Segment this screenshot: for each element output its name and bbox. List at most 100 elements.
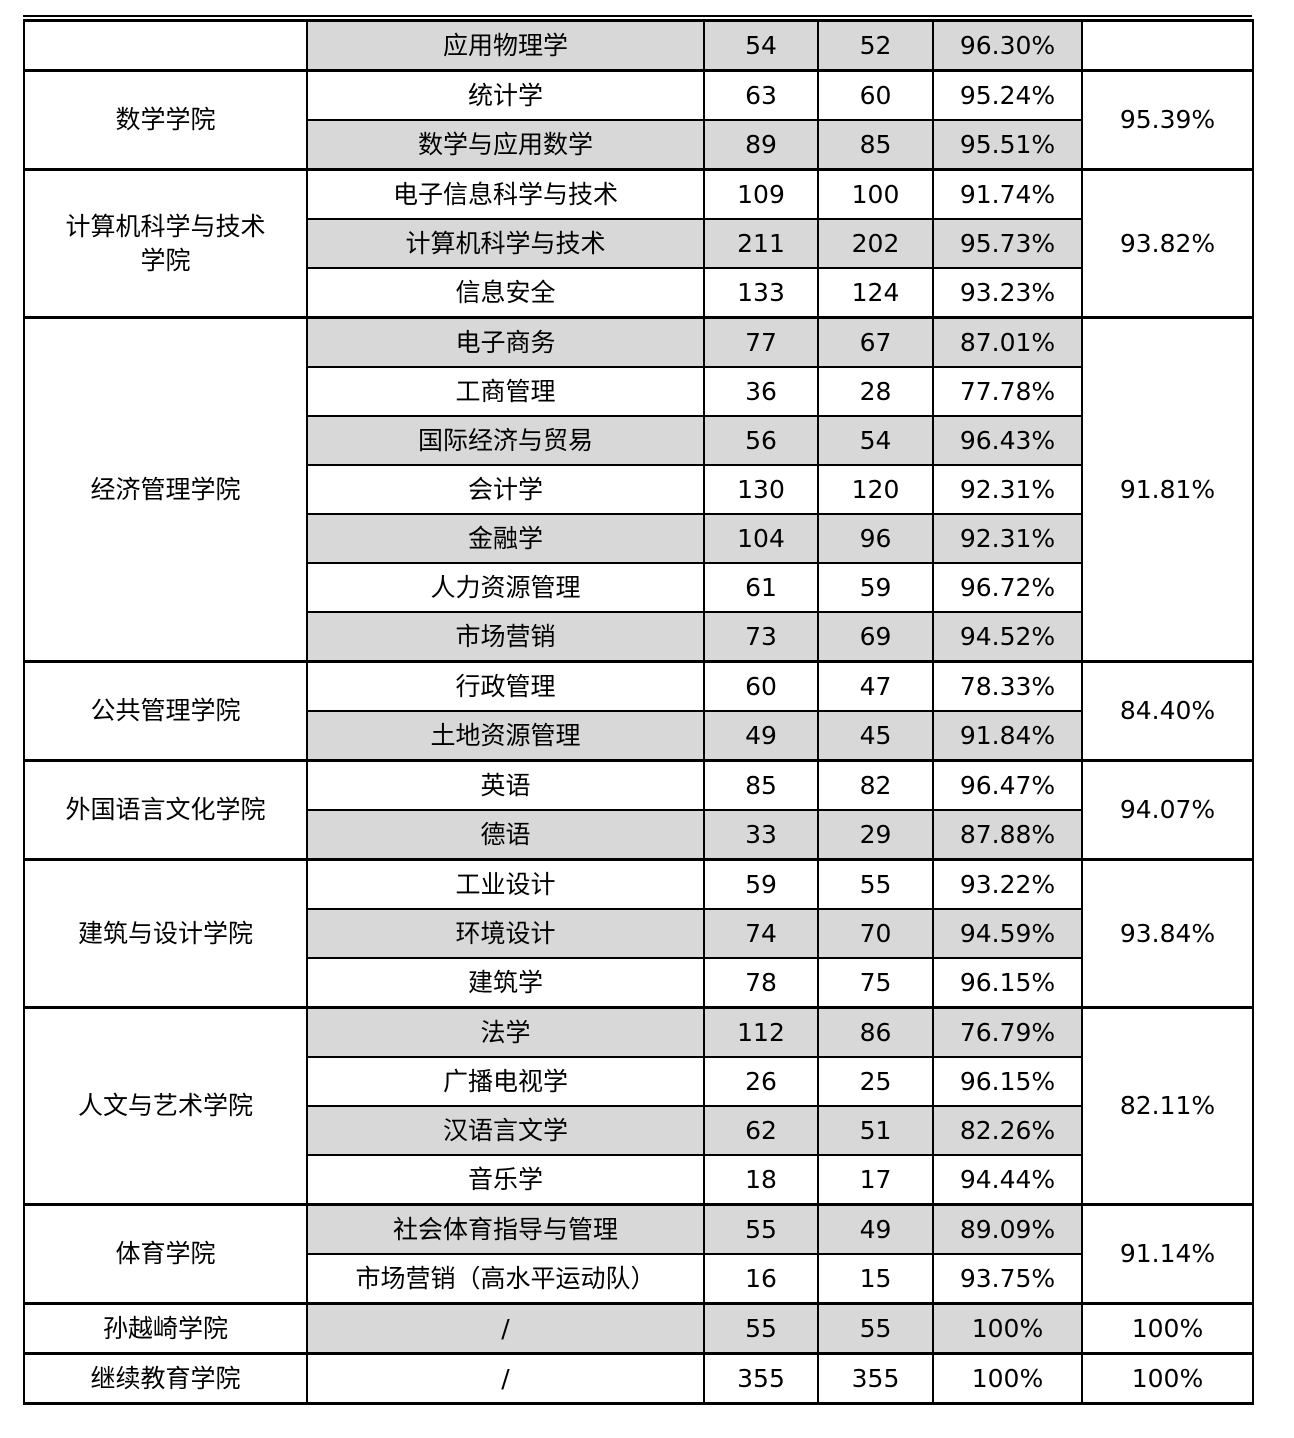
- percent-cell: 100%: [932, 1352, 1083, 1405]
- percent-cell: 87.01%: [932, 316, 1083, 368]
- value2-cell: 17: [817, 1154, 934, 1206]
- table-row: 市场营销 73 69 94.52%: [24, 611, 1253, 663]
- percent-cell: 77.78%: [932, 366, 1083, 417]
- major-cell: 信息安全: [306, 267, 705, 319]
- percent-cell: 96.47%: [932, 759, 1083, 811]
- value2-cell: 120: [817, 464, 934, 515]
- value2-cell: 60: [817, 69, 934, 121]
- table-row: 孙越崎学院/55 55 100% 100%: [23, 1302, 1254, 1355]
- major-cell: 社会体育指导与管理: [306, 1203, 705, 1255]
- major-cell: 数学与应用数学: [306, 119, 705, 171]
- college-cell: 外国语言文化学院: [23, 759, 308, 861]
- college-percent-cell: 100%: [1081, 1302, 1254, 1355]
- college-cell: [23, 19, 308, 72]
- table-row: 信息安全 133 124 93.23%: [24, 267, 1253, 319]
- value1-cell: 73: [703, 611, 819, 663]
- table-row: 国际经济与贸易 56 54 96.43%: [24, 415, 1253, 466]
- major-cell: /: [306, 1352, 705, 1405]
- value1-cell: 49: [703, 710, 819, 762]
- college-cell: 体育学院: [23, 1203, 308, 1305]
- percent-cell: 96.15%: [932, 957, 1083, 1009]
- table-row: 计算机科学与技术 211 202 95.73%: [24, 218, 1253, 269]
- college-cell: 继续教育学院: [23, 1352, 308, 1405]
- table-row: 汉语言文学 62 51 82.26%: [24, 1105, 1253, 1156]
- percent-cell: 96.43%: [932, 415, 1083, 466]
- percent-cell: 96.15%: [932, 1056, 1083, 1107]
- value2-cell: 25: [817, 1056, 934, 1107]
- value1-cell: 33: [703, 809, 819, 861]
- table-row: 人文与艺术学院 法学 112 86 76.79% 82.11%: [23, 1006, 1254, 1206]
- value1-cell: 26: [703, 1056, 819, 1107]
- college-cell: 孙越崎学院: [23, 1302, 308, 1355]
- percent-cell: 100%: [932, 1302, 1083, 1355]
- employment-table: 应用物理学 54 52 96.30% 数学学院 统计学 63 60 95.24% 95.39% 数学…: [23, 15, 1254, 1405]
- value2-cell: 75: [817, 957, 934, 1009]
- value2-cell: 70: [817, 908, 934, 959]
- table-row: 人力资源管理 61 59 96.72%: [24, 562, 1253, 613]
- value2-cell: 28: [817, 366, 934, 417]
- major-cell: 土地资源管理: [306, 710, 705, 762]
- value1-cell: 130: [703, 464, 819, 515]
- table-row: 环境设计 74 70 94.59%: [24, 908, 1253, 959]
- percent-cell: 95.51%: [932, 119, 1083, 171]
- value1-cell: 74: [703, 908, 819, 959]
- value2-cell: 47: [817, 660, 934, 712]
- value1-cell: 89: [703, 119, 819, 171]
- value1-cell: 104: [703, 513, 819, 564]
- value2-cell: 15: [817, 1253, 934, 1305]
- employment-table-grid: 应用物理学 54 52 96.30% 数学学院 统计学 63 60 95.24% 95.39% 数学…: [23, 19, 1254, 1405]
- value2-cell: 29: [817, 809, 934, 861]
- value1-cell: 18: [703, 1154, 819, 1206]
- percent-cell: 93.22%: [932, 858, 1083, 910]
- major-cell: 国际经济与贸易: [306, 415, 705, 466]
- college-percent-cell: 84.40%: [1081, 660, 1254, 762]
- major-cell: 市场营销: [306, 611, 705, 663]
- value1-cell: 36: [703, 366, 819, 417]
- percent-cell: 87.88%: [932, 809, 1083, 861]
- value1-cell: 55: [703, 1302, 819, 1355]
- major-cell: 应用物理学: [306, 19, 705, 72]
- value2-cell: 45: [817, 710, 934, 762]
- college-cell: 人文与艺术学院: [23, 1006, 308, 1206]
- value1-cell: 61: [703, 562, 819, 613]
- value2-cell: 54: [817, 415, 934, 466]
- value2-cell: 49: [817, 1203, 934, 1255]
- percent-cell: 76.79%: [932, 1006, 1083, 1058]
- value2-cell: 67: [817, 316, 934, 368]
- value1-cell: 109: [703, 168, 819, 220]
- major-cell: 行政管理: [306, 660, 705, 712]
- major-cell: 德语: [306, 809, 705, 861]
- value1-cell: 59: [703, 858, 819, 910]
- table-row: 继续教育学院/355 355 100% 100%: [23, 1352, 1254, 1405]
- value2-cell: 355: [817, 1352, 934, 1405]
- value2-cell: 85: [817, 119, 934, 171]
- percent-cell: 94.59%: [932, 908, 1083, 959]
- value2-cell: 124: [817, 267, 934, 319]
- percent-cell: 96.72%: [932, 562, 1083, 613]
- table-row: 德语 33 29 87.88%: [24, 809, 1253, 861]
- major-cell: 工商管理: [306, 366, 705, 417]
- value1-cell: 78: [703, 957, 819, 1009]
- percent-cell: 92.31%: [932, 464, 1083, 515]
- table-row: 音乐学 18 17 94.44%: [24, 1154, 1253, 1206]
- value2-cell: 51: [817, 1105, 934, 1156]
- value1-cell: 63: [703, 69, 819, 121]
- percent-cell: 82.26%: [932, 1105, 1083, 1156]
- value1-cell: 60: [703, 660, 819, 712]
- major-cell: /: [306, 1302, 705, 1355]
- value1-cell: 77: [703, 316, 819, 368]
- major-cell: 会计学: [306, 464, 705, 515]
- table-row: 建筑与设计学院 工业设计 59 55 93.22% 93.84%: [23, 858, 1254, 1009]
- table-row: 广播电视学 26 25 96.15%: [24, 1056, 1253, 1107]
- value2-cell: 82: [817, 759, 934, 811]
- value2-cell: 55: [817, 1302, 934, 1355]
- percent-cell: 95.24%: [932, 69, 1083, 121]
- table-top-rule: [23, 15, 1252, 17]
- percent-cell: 92.31%: [932, 513, 1083, 564]
- value1-cell: 85: [703, 759, 819, 811]
- value1-cell: 133: [703, 267, 819, 319]
- table-row: 公共管理学院 行政管理 60 47 78.33% 84.40%: [23, 660, 1254, 762]
- value1-cell: 55: [703, 1203, 819, 1255]
- major-cell: 广播电视学: [306, 1056, 705, 1107]
